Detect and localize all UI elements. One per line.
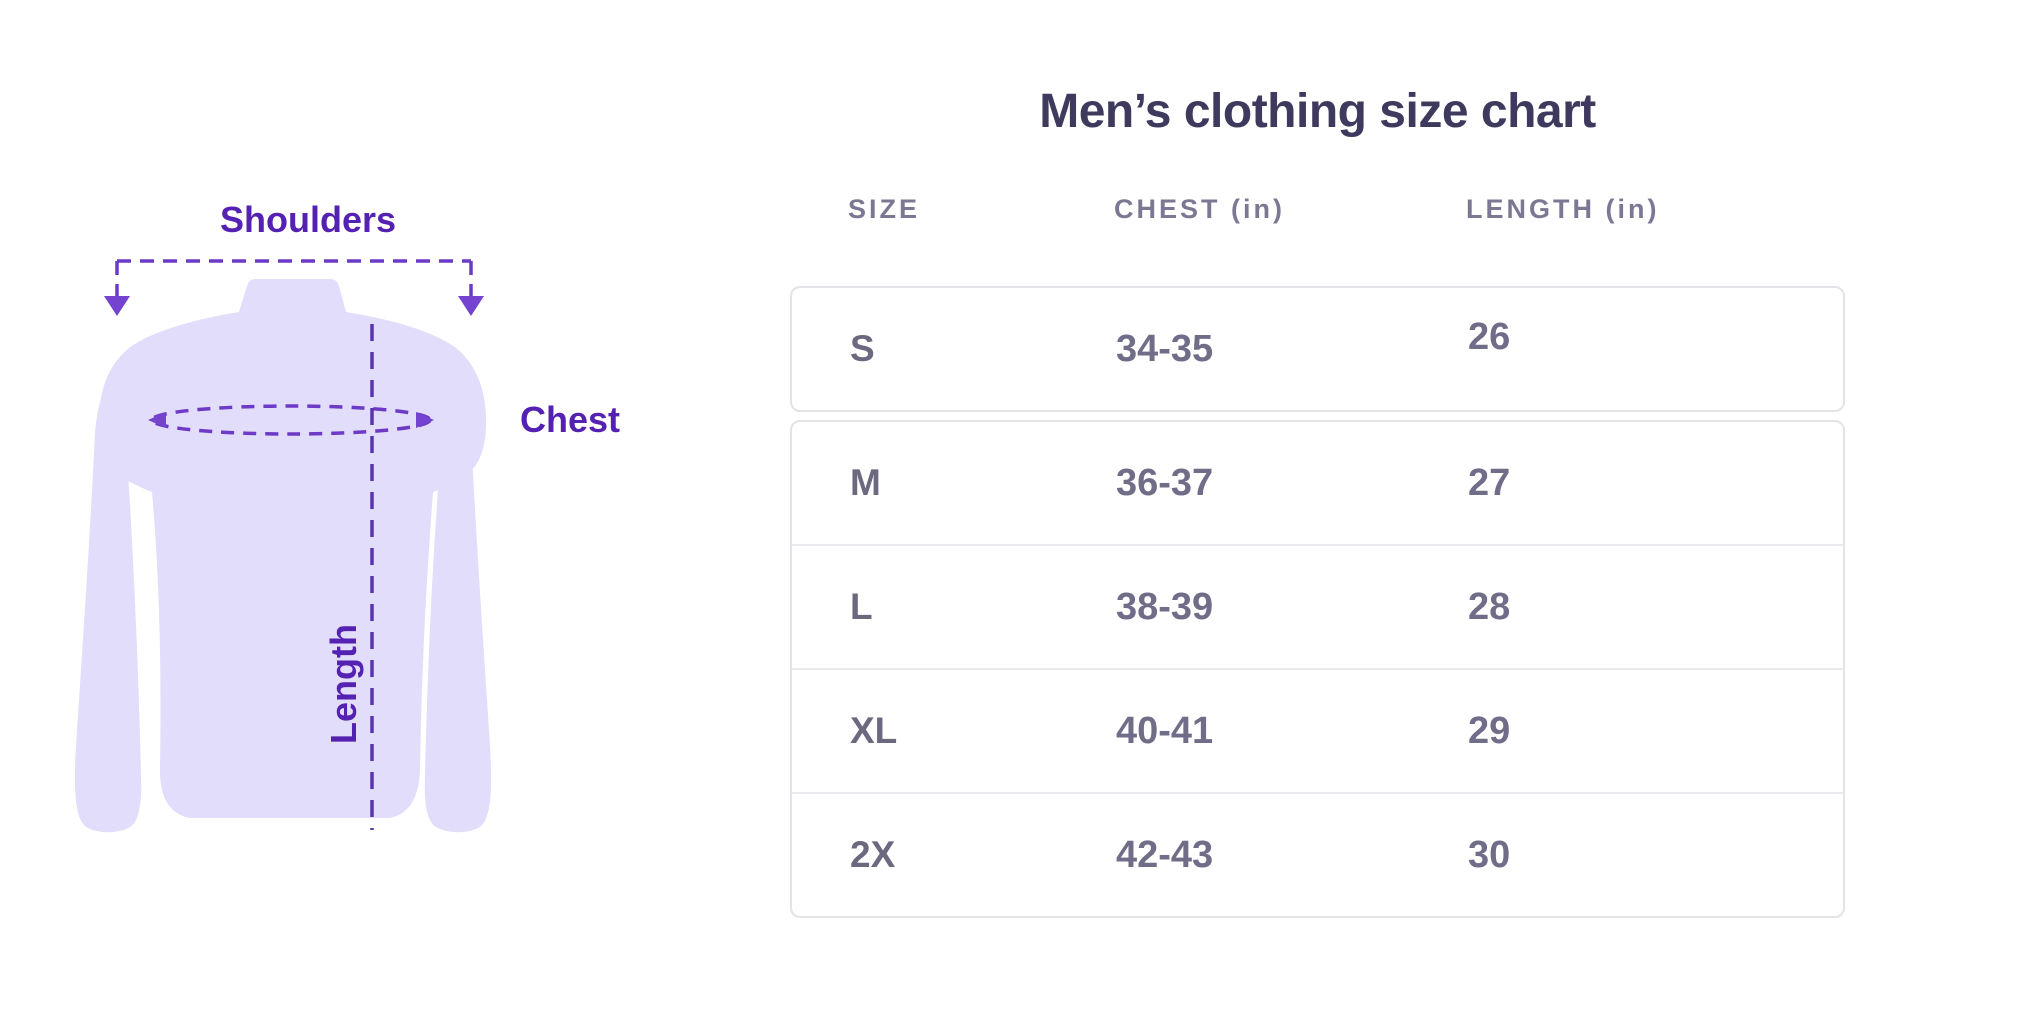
- chest-arrow-left: [148, 412, 166, 428]
- chest-label: Chest: [520, 399, 621, 440]
- shirt-diagram: [74, 259, 492, 833]
- cell-chest: 36-37: [1116, 461, 1214, 504]
- size-table-card-first: S 34-35 26: [790, 286, 1845, 412]
- size-table-card-rest: M 36-37 27 L 38-39 28 XL 40-41 29 2X 42-43 30: [790, 420, 1845, 918]
- shoulders-label: Shoulders: [219, 199, 397, 240]
- column-header-size: SIZE: [848, 194, 921, 224]
- page-title: Men’s clothing size chart: [1039, 85, 1596, 138]
- table-row: S 34-35 26: [792, 288, 1843, 410]
- shirt-body-shape: [98, 279, 487, 818]
- cell-chest: 38-39: [1116, 585, 1214, 628]
- cell-size: S: [850, 328, 875, 369]
- cell-size: L: [850, 586, 873, 627]
- cell-chest: 34-35: [1116, 327, 1214, 370]
- cell-chest: 40-41: [1116, 709, 1214, 752]
- cell-length: 29: [1468, 709, 1511, 752]
- cell-size: 2X: [850, 834, 896, 875]
- shirt-right-sleeve: [424, 346, 492, 833]
- cell-size: M: [850, 462, 881, 503]
- length-label: Length: [323, 624, 364, 744]
- cell-length: 30: [1468, 833, 1511, 876]
- cell-chest: 42-43: [1116, 833, 1214, 876]
- cell-length: 27: [1468, 461, 1511, 504]
- shoulders-bracket: [115, 259, 473, 296]
- cell-size: XL: [850, 710, 898, 751]
- shirt-left-sleeve: [74, 346, 142, 833]
- table-header-row: SIZE CHEST (in) LENGTH (in): [790, 194, 1845, 230]
- column-header-length: LENGTH (in): [1466, 194, 1660, 224]
- cell-length: 28: [1468, 585, 1511, 628]
- column-header-chest: CHEST (in): [1114, 194, 1285, 224]
- table-row: XL 40-41 29: [792, 668, 1843, 792]
- shoulders-arrow-left: [104, 296, 130, 316]
- shoulders-arrow-right: [458, 296, 484, 316]
- table-row: L 38-39 28: [792, 544, 1843, 668]
- table-row: M 36-37 27: [792, 422, 1843, 544]
- table-row: 2X 42-43 30: [792, 792, 1843, 916]
- cell-length: 26: [1468, 315, 1511, 358]
- chest-arrow-right: [416, 412, 434, 428]
